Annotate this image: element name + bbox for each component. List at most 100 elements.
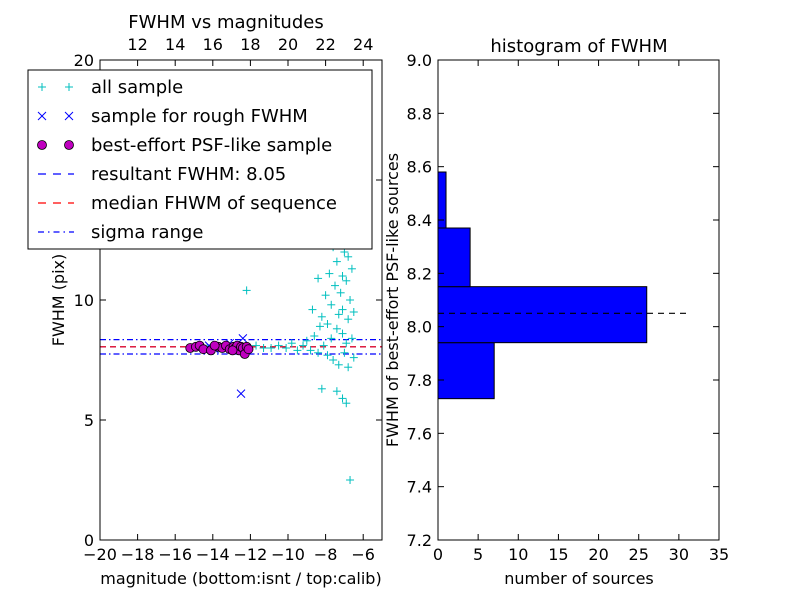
- legend-label: sigma range: [91, 222, 203, 243]
- all-sample-point: [282, 344, 291, 352]
- histogram-bars: [437, 171, 648, 400]
- histogram-x-tick-label: 10: [508, 545, 528, 564]
- all-sample-point: [310, 332, 319, 340]
- scatter-x-tick-label: −12: [234, 545, 268, 564]
- all-sample-point: [338, 305, 347, 314]
- all-sample-point: [346, 476, 355, 484]
- all-sample-point: [344, 252, 353, 261]
- histogram-x-tick-label: 5: [473, 545, 483, 564]
- all-sample-point: [321, 291, 330, 300]
- scatter-y-tick-label: 10: [74, 291, 94, 310]
- all-sample-point: [317, 312, 326, 321]
- all-sample-point: [342, 399, 351, 408]
- histogram-x-ticks: 0 5 10 15 20 25 30 35: [433, 60, 729, 564]
- all-sample-point: [259, 344, 268, 352]
- rough-sample-point-b: [236, 389, 246, 398]
- legend-label: all sample: [91, 77, 183, 98]
- legend-item: median FHWM of sequence: [38, 193, 337, 214]
- scatter-top-tick-label: 18: [240, 35, 260, 54]
- all-sample-point: [317, 384, 326, 393]
- histogram-bar: [437, 227, 471, 288]
- all-sample-point: [319, 341, 328, 350]
- scatter-x-tick-label: −20: [83, 545, 117, 564]
- all-sample-point: [299, 341, 308, 350]
- legend-label: resultant FWHM: 8.05: [91, 164, 286, 185]
- scatter-top-tick-label: 22: [315, 35, 335, 54]
- legend-box: [27, 69, 373, 250]
- histogram-y-tick-label: 7.6: [407, 424, 432, 443]
- psf-sample-point: [209, 340, 220, 351]
- histogram-y-tick-label: 7.4: [407, 478, 432, 497]
- all-sample-point: [336, 288, 345, 297]
- all-sample-point: [308, 305, 317, 314]
- psf-sample-point: [227, 345, 238, 356]
- histogram-y-tick-label: 8.6: [407, 158, 432, 177]
- rough-sample-point: [238, 334, 248, 343]
- all-sample-point: [327, 300, 336, 309]
- all-sample-point: [347, 264, 356, 273]
- all-sample-point: [327, 334, 336, 343]
- all-sample-point: [306, 346, 315, 355]
- scatter-y-tick-label: 0: [84, 531, 94, 550]
- all-sample-point: [329, 356, 338, 364]
- histogram-y-tick-label: 9.0: [407, 51, 432, 70]
- legend: all sample sample for rough FWHM best-effo…: [27, 69, 373, 250]
- all-sample-point: [287, 339, 296, 348]
- histogram-bar: [437, 342, 495, 400]
- legend-marker: [37, 111, 47, 121]
- all-sample-point: [302, 336, 311, 345]
- legend-label: median FHWM of sequence: [91, 193, 337, 214]
- scatter-x-tick-label: −10: [271, 545, 305, 564]
- all-sample-point: [342, 276, 351, 285]
- histogram-title: histogram of FWHM: [490, 36, 667, 57]
- all-sample-point: [314, 274, 323, 283]
- all-sample-point: [344, 363, 353, 372]
- all-sample-point: [331, 281, 339, 290]
- histogram-y-tick-label: 8.0: [407, 318, 432, 337]
- legend-marker: [38, 83, 46, 91]
- scatter-top-tick-label: 16: [203, 35, 223, 54]
- all-sample-point: [323, 351, 332, 360]
- histogram-bar: [437, 286, 648, 344]
- legend-marker-b: [37, 111, 47, 121]
- legend-label: best-effort PSF-like sample: [91, 135, 332, 156]
- all-sample-point: [340, 348, 349, 357]
- all-sample-point: [325, 269, 334, 278]
- histogram-x-label: number of sources: [504, 569, 654, 588]
- all-sample-point: [334, 310, 343, 319]
- histogram-x-tick-label: 0: [433, 545, 443, 564]
- legend-marker: [64, 111, 74, 121]
- all-sample-point: [344, 315, 353, 324]
- legend-item: resultant FWHM: 8.05: [38, 164, 286, 185]
- all-sample-point: [293, 346, 302, 355]
- all-sample-point: [338, 394, 347, 403]
- scatter-x-label: magnitude (bottom:isnt / top:calib): [100, 569, 381, 588]
- all-sample-point: [274, 341, 283, 350]
- all-sample-point: [242, 286, 251, 295]
- legend-marker: [64, 140, 74, 150]
- scatter-x-tick-label: −14: [196, 545, 230, 564]
- all-sample-point: [332, 387, 341, 396]
- all-sample-point: [338, 329, 347, 338]
- all-sample-point: [314, 348, 323, 357]
- legend-item: all sample: [38, 77, 183, 98]
- legend-item: sample for rough FWHM: [37, 106, 308, 127]
- all-sample-point: [349, 353, 358, 362]
- histogram-panel: 0 5 10 15 20 25 30 35 7.2 7.4 7.6 7.8 8.0 8.2 8.4 8.6 8…: [383, 36, 729, 588]
- psf-sample-point: [243, 344, 254, 355]
- rough-sample-point-b: [238, 334, 248, 343]
- scatter-x-tick-label: −6: [351, 545, 375, 564]
- all-sample-point: [347, 334, 356, 343]
- legend-marker-b: [64, 111, 74, 121]
- all-sample-point: [332, 257, 341, 266]
- legend-item: best-effort PSF-like sample: [37, 135, 332, 156]
- all-sample-point: [332, 324, 341, 333]
- all-sample-point: [338, 272, 347, 280]
- all-sample-point: [252, 341, 261, 350]
- histogram-x-tick-label: 30: [669, 545, 689, 564]
- scatter-y-tick-label: 5: [84, 411, 94, 430]
- scatter-top-tick-label: 20: [278, 35, 298, 54]
- scatter-points: [185, 72, 358, 484]
- histogram-y-ticks: 7.2 7.4 7.6 7.8 8.0 8.2 8.4 8.6 8.8 9.0: [407, 51, 719, 550]
